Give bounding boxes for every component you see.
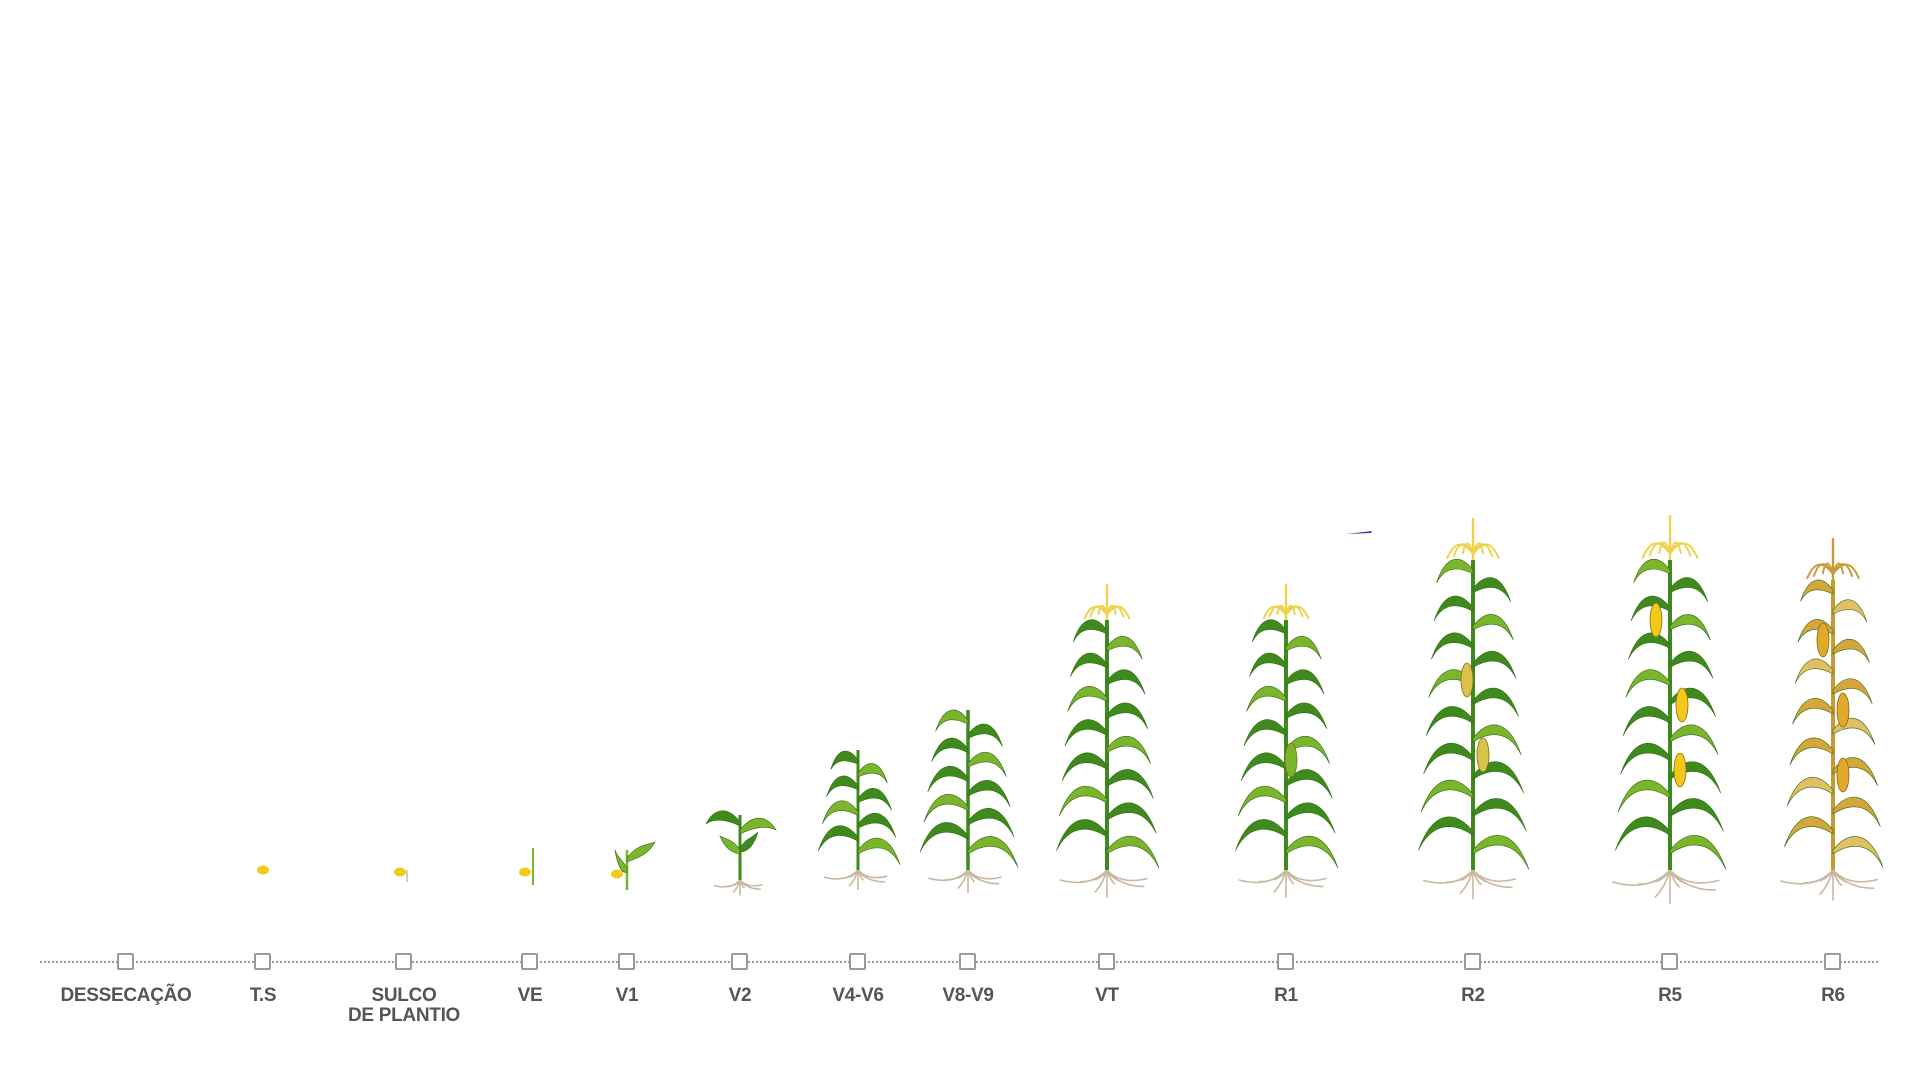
stage-label-ts: T.S: [178, 986, 348, 1006]
corn-ear-icon: [1284, 742, 1298, 778]
roots-icon: [1238, 869, 1327, 898]
stage-label-line1: SULCO: [371, 985, 437, 1006]
roots-icon: [928, 869, 1002, 894]
tassel-icon: [1806, 538, 1860, 580]
stage-marker-v2[interactable]: [731, 953, 748, 970]
seed-icon: [519, 867, 531, 877]
stage-label-r1: R1: [1201, 986, 1371, 1006]
plant-ve: [519, 848, 534, 885]
tassel-icon: [1262, 583, 1310, 620]
stage-label-line1: V4-V6: [832, 985, 884, 1006]
stage-label-r5: R5: [1585, 986, 1755, 1006]
corn-ear-icon: [1460, 662, 1474, 698]
stage-label-line1: DESSECAÇÃO: [60, 985, 192, 1006]
corn-ear-icon: [1836, 692, 1850, 728]
stage-label-ve: VE: [445, 986, 615, 1006]
stage-marker-v4v6[interactable]: [849, 953, 866, 970]
stage-label-dessecacao: DESSECAÇÃO: [41, 986, 211, 1006]
plant-vt: [1056, 583, 1160, 898]
corn-ear-icon: [1675, 687, 1689, 723]
stage-label-r6: R6: [1748, 986, 1918, 1006]
stage-label-v2: V2: [655, 986, 825, 1006]
stage-marker-vt[interactable]: [1098, 953, 1115, 970]
stage-label-line1: V8-V9: [942, 985, 994, 1006]
plant-ts: [257, 865, 269, 875]
corn-ear-icon: [1476, 737, 1490, 773]
roots-icon: [713, 879, 763, 896]
corn-ear-icon: [1649, 602, 1663, 638]
plant-sulco: [394, 867, 408, 882]
stage-marker-ve[interactable]: [521, 953, 538, 970]
stage-label-line1: VT: [1095, 985, 1119, 1006]
plant-r6: [1780, 538, 1884, 901]
roots-icon: [1611, 869, 1720, 904]
stage-label-line1: VE: [517, 985, 543, 1006]
stage-marker-v8v9[interactable]: [959, 953, 976, 970]
plant-v2: [705, 810, 777, 896]
roots-icon: [1780, 869, 1879, 901]
stage-label-line1: V1: [615, 985, 639, 1006]
plant-r2: [1418, 518, 1530, 900]
tassel-icon: [1446, 518, 1500, 560]
plant-v4v6: [817, 750, 901, 890]
stage-marker-r2[interactable]: [1464, 953, 1481, 970]
stage-label-sulco: SULCO DE PLANTIO: [319, 986, 489, 1026]
accent-mark: [1346, 531, 1372, 534]
roots-icon: [1422, 869, 1516, 900]
stage-marker-r6[interactable]: [1824, 953, 1841, 970]
stage-label-v1: V1: [542, 986, 712, 1006]
stage-label-line2: DE PLANTIO: [347, 1005, 461, 1026]
stage-marker-sulco[interactable]: [395, 953, 412, 970]
seed-icon: [611, 869, 623, 879]
tassel-icon: [1641, 515, 1699, 560]
stage-label-line1: T.S: [249, 985, 277, 1006]
stage-label-line1: R5: [1658, 985, 1682, 1006]
seed-icon: [257, 865, 269, 875]
plant-r1: [1235, 583, 1339, 898]
stage-marker-r1[interactable]: [1277, 953, 1294, 970]
stage-label-r2: R2: [1388, 986, 1558, 1006]
stage-label-v4v6: V4-V6: [773, 986, 943, 1006]
roots-icon: [1059, 869, 1148, 898]
corn-ear-icon: [1816, 622, 1830, 658]
plant-v8v9: [919, 709, 1019, 894]
corn-ear-icon: [1673, 752, 1687, 788]
stage-marker-ts[interactable]: [254, 953, 271, 970]
plant-r5: [1611, 515, 1727, 904]
stage-marker-r5[interactable]: [1661, 953, 1678, 970]
stage-label-v8v9: V8-V9: [883, 986, 1053, 1006]
roots-icon: [823, 869, 888, 890]
seed-icon: [394, 867, 406, 877]
stage-marker-dessecacao[interactable]: [117, 953, 134, 970]
stage-label-line1: V2: [728, 985, 752, 1006]
stage-marker-v1[interactable]: [618, 953, 635, 970]
stage-label-line1: R6: [1821, 985, 1845, 1006]
corn-ear-icon: [1836, 757, 1850, 793]
plant-v1: [611, 841, 656, 890]
stage-label-vt: VT: [1022, 986, 1192, 1006]
stage-label-line1: R2: [1461, 985, 1485, 1006]
tassel-icon: [1083, 583, 1131, 620]
stage-label-line1: R1: [1274, 985, 1298, 1006]
